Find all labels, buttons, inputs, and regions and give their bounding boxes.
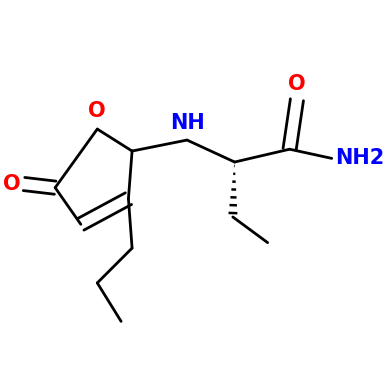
Text: O: O [89,101,106,121]
Text: NH2: NH2 [335,148,384,168]
Text: NH: NH [170,113,204,133]
Text: O: O [288,74,306,94]
Text: O: O [4,174,21,194]
